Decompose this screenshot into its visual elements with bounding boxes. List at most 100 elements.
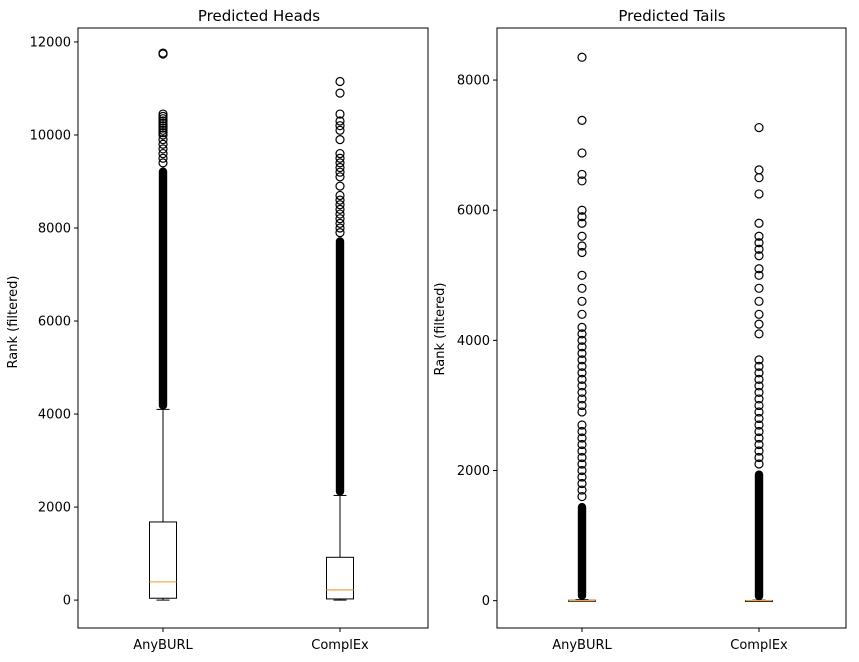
outlier-point — [577, 381, 587, 391]
outlier-point — [577, 329, 587, 339]
outlier-point — [158, 130, 168, 140]
outlier-point — [335, 228, 345, 238]
outlier-point — [577, 355, 587, 365]
outlier-point — [754, 244, 764, 254]
outlier-point — [754, 459, 764, 469]
y-tick-label: 4000 — [38, 408, 71, 423]
outlier-point — [754, 270, 764, 280]
outlier-point — [335, 190, 345, 201]
outlier-point — [577, 420, 587, 430]
outlier-point — [577, 218, 587, 228]
outlier-point — [335, 148, 345, 159]
outlier-point — [754, 394, 764, 404]
x-tick-label: ComplEx — [730, 638, 788, 653]
outlier-point — [158, 125, 168, 135]
outlier-point — [577, 433, 587, 443]
boxes-tails — [568, 52, 773, 602]
outlier-point — [335, 214, 345, 224]
outlier-point — [754, 218, 764, 228]
outlier-point — [577, 283, 587, 293]
outlier-point — [577, 52, 587, 62]
outlier-point — [754, 319, 764, 329]
outlier-point — [754, 413, 764, 424]
outlier-point — [335, 153, 345, 163]
outlier-point — [158, 48, 168, 58]
outlier-point — [754, 400, 764, 411]
outlier-point — [335, 76, 345, 87]
outlier-point — [754, 122, 764, 133]
outlier-point — [577, 115, 587, 126]
iqr-box — [326, 556, 354, 600]
outlier-point — [754, 238, 764, 248]
outlier-point — [577, 472, 587, 482]
plot-frame-tails — [496, 27, 847, 629]
outlier-point — [754, 387, 764, 398]
outlier-point — [577, 342, 587, 352]
outlier-point — [754, 420, 764, 430]
outlier-point — [754, 165, 764, 175]
outlier-point — [754, 296, 764, 306]
outlier-point — [754, 355, 764, 365]
outlier-point — [754, 309, 764, 319]
panel-predicted-tails: Predicted Tails Rank (filtered) 0 2000 400… — [433, 7, 847, 653]
outlier-point — [754, 452, 764, 463]
outlier-point — [754, 264, 764, 274]
outlier-point — [577, 459, 587, 469]
outlier-point — [335, 109, 345, 119]
outlier-point — [158, 121, 168, 131]
outlier-point — [577, 309, 587, 319]
chart-title-tails: Predicted Tails — [618, 7, 725, 25]
outlier-point — [577, 148, 587, 158]
box-complex — [326, 76, 354, 601]
dense-outliers — [754, 470, 764, 601]
outlier-point — [158, 111, 168, 121]
outlier-point — [158, 109, 168, 119]
outlier-point — [335, 158, 345, 168]
outlier-point — [754, 251, 764, 261]
outlier-point — [335, 125, 345, 135]
outlier-point — [754, 381, 764, 391]
chart-title-heads: Predicted Heads — [198, 7, 320, 25]
outlier-point — [577, 465, 587, 476]
outlier-point — [158, 139, 168, 149]
outlier-point — [335, 223, 345, 233]
box-complex — [745, 122, 773, 602]
dense-outliers — [158, 167, 168, 410]
outlier-point — [577, 374, 587, 385]
outlier-point — [754, 446, 764, 456]
outlier-point — [158, 153, 168, 163]
y-tick-label: 12000 — [30, 35, 71, 50]
y-tick-label: 10000 — [30, 128, 71, 143]
outlier-point — [754, 426, 764, 437]
box-anyburl — [568, 52, 596, 602]
y-tick-label: 6000 — [38, 315, 71, 330]
y-axis-label-tails: Rank (filtered) — [433, 283, 448, 376]
outlier-point — [577, 241, 587, 251]
outlier-point — [577, 491, 587, 502]
outlier-point — [158, 116, 168, 126]
outlier-point — [577, 368, 587, 378]
outlier-point — [754, 189, 764, 199]
y-tick-label: 8000 — [38, 222, 71, 237]
outlier-point — [158, 135, 168, 145]
outlier-point — [335, 204, 345, 214]
y-tick-label: 8000 — [457, 74, 490, 89]
outlier-point — [577, 452, 587, 463]
y-ticks-tails: 0 2000 4000 6000 8000 — [457, 74, 497, 609]
outlier-point — [754, 231, 764, 241]
outlier-point — [577, 446, 587, 456]
outlier-point — [577, 212, 587, 222]
outlier-point — [158, 114, 168, 124]
outlier-point — [335, 121, 345, 131]
outlier-point — [754, 368, 764, 378]
outlier-point — [335, 195, 345, 205]
outlier-point — [577, 485, 587, 495]
outlier-point — [335, 181, 345, 191]
outlier-point — [754, 439, 764, 450]
outlier-point — [335, 135, 345, 145]
outlier-point — [577, 231, 587, 241]
plot-frame-heads — [77, 27, 429, 629]
dense-outliers — [577, 503, 587, 600]
outlier-point — [577, 387, 587, 398]
